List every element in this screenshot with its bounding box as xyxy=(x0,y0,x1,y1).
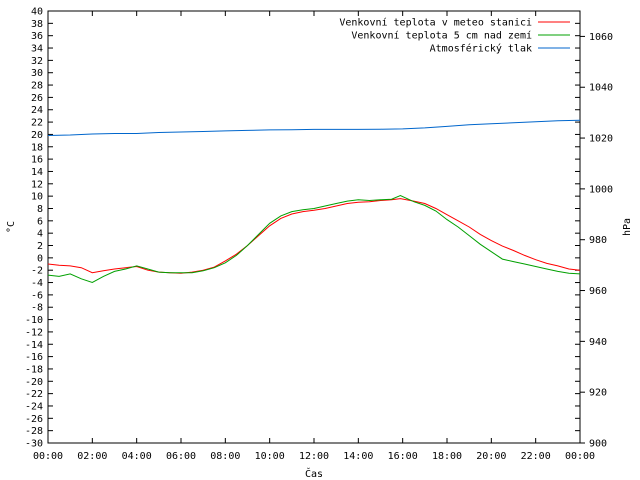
y-tick-label: 26 xyxy=(31,93,43,104)
x-tick-label: 06:00 xyxy=(166,451,196,462)
y-tick-label: 6 xyxy=(37,216,43,227)
y2-tick-label: 1040 xyxy=(589,83,613,94)
y-tick-label: 12 xyxy=(31,179,43,190)
legend-label-1: Venkovní teplota v meteo stanici xyxy=(339,17,532,29)
y2-tick-label: 920 xyxy=(589,388,607,399)
series-line-1 xyxy=(47,198,581,274)
legend: Venkovní teplota v meteo staniciVenkovní… xyxy=(339,17,570,55)
y-tick-label: -26 xyxy=(25,414,43,425)
series-line-2 xyxy=(47,194,581,284)
y-tick-label: 32 xyxy=(31,56,43,67)
y-tick-label: 2 xyxy=(37,241,43,252)
y-tick-label: 0 xyxy=(37,253,43,264)
y-tick-label: 36 xyxy=(31,31,43,42)
y-tick-label: -12 xyxy=(25,327,43,338)
x-axis-label: Čas xyxy=(305,467,323,480)
y-tick-label: -4 xyxy=(31,278,43,289)
y2-tick-label: 960 xyxy=(589,286,607,297)
x-tick-label: 14:00 xyxy=(343,451,373,462)
y-tick-label: -16 xyxy=(25,352,43,363)
y2-tick-label: 1060 xyxy=(589,32,613,43)
x-tick-label: 00:00 xyxy=(33,451,63,462)
series-line-3 xyxy=(47,119,581,136)
x-tick-label: 20:00 xyxy=(476,451,506,462)
x-tick-label: 10:00 xyxy=(255,451,285,462)
y-tick-label: -14 xyxy=(25,340,43,351)
x-tick-label: 22:00 xyxy=(521,451,551,462)
y-tick-label: -24 xyxy=(25,401,43,412)
y-tick-label: -22 xyxy=(25,389,43,400)
y2-axis-label: hPa xyxy=(622,218,633,236)
y2-tick-label: 940 xyxy=(589,337,607,348)
plot-frame xyxy=(47,10,581,444)
y-tick-label: 28 xyxy=(31,81,43,92)
x-tick-label: 16:00 xyxy=(388,451,418,462)
x-tick-label: 00:00 xyxy=(565,451,595,462)
y2-tick-label: 900 xyxy=(589,439,607,450)
y-tick-label: 4 xyxy=(37,229,43,240)
y-tick-label: 30 xyxy=(31,68,43,79)
y-tick-label: 10 xyxy=(31,192,43,203)
y-tick-label: -18 xyxy=(25,364,43,375)
y-tick-label: -30 xyxy=(25,439,43,450)
y2-tick-label: 1020 xyxy=(589,134,613,145)
y2-tick-label: 1000 xyxy=(589,184,613,195)
y-tick-label: 34 xyxy=(31,44,43,55)
y-tick-label: 16 xyxy=(31,155,43,166)
x-tick-label: 08:00 xyxy=(210,451,240,462)
x-tick-label: 02:00 xyxy=(77,451,107,462)
y-tick-label: -8 xyxy=(31,303,43,314)
y-tick-label: 14 xyxy=(31,167,43,178)
y-tick-label: -20 xyxy=(25,377,43,388)
y-tick-label: -10 xyxy=(25,315,43,326)
y-tick-label: 22 xyxy=(31,118,43,129)
x-tick-label: 18:00 xyxy=(432,451,462,462)
y-tick-label: 24 xyxy=(31,105,43,116)
y2-tick-label: 980 xyxy=(589,235,607,246)
series-layer xyxy=(47,119,581,284)
y-tick-label: 18 xyxy=(31,142,43,153)
y-tick-label: 38 xyxy=(31,19,43,30)
y-tick-label: 40 xyxy=(31,7,43,18)
x-tick-label: 12:00 xyxy=(299,451,329,462)
legend-label-2: Venkovní teplota 5 cm nad zemí xyxy=(351,30,532,42)
y-tick-label: -6 xyxy=(31,290,43,301)
y-tick-label: 20 xyxy=(31,130,43,141)
axes-layer: -30-28-26-24-22-20-18-16-14-12-10-8-6-4-… xyxy=(25,7,613,463)
y-tick-label: 8 xyxy=(37,204,43,215)
y-tick-label: -2 xyxy=(31,266,43,277)
y-axis-label: °C xyxy=(6,221,17,233)
x-tick-label: 04:00 xyxy=(122,451,152,462)
legend-label-3: Atmosférický tlak xyxy=(430,43,532,55)
y-tick-label: -28 xyxy=(25,426,43,437)
